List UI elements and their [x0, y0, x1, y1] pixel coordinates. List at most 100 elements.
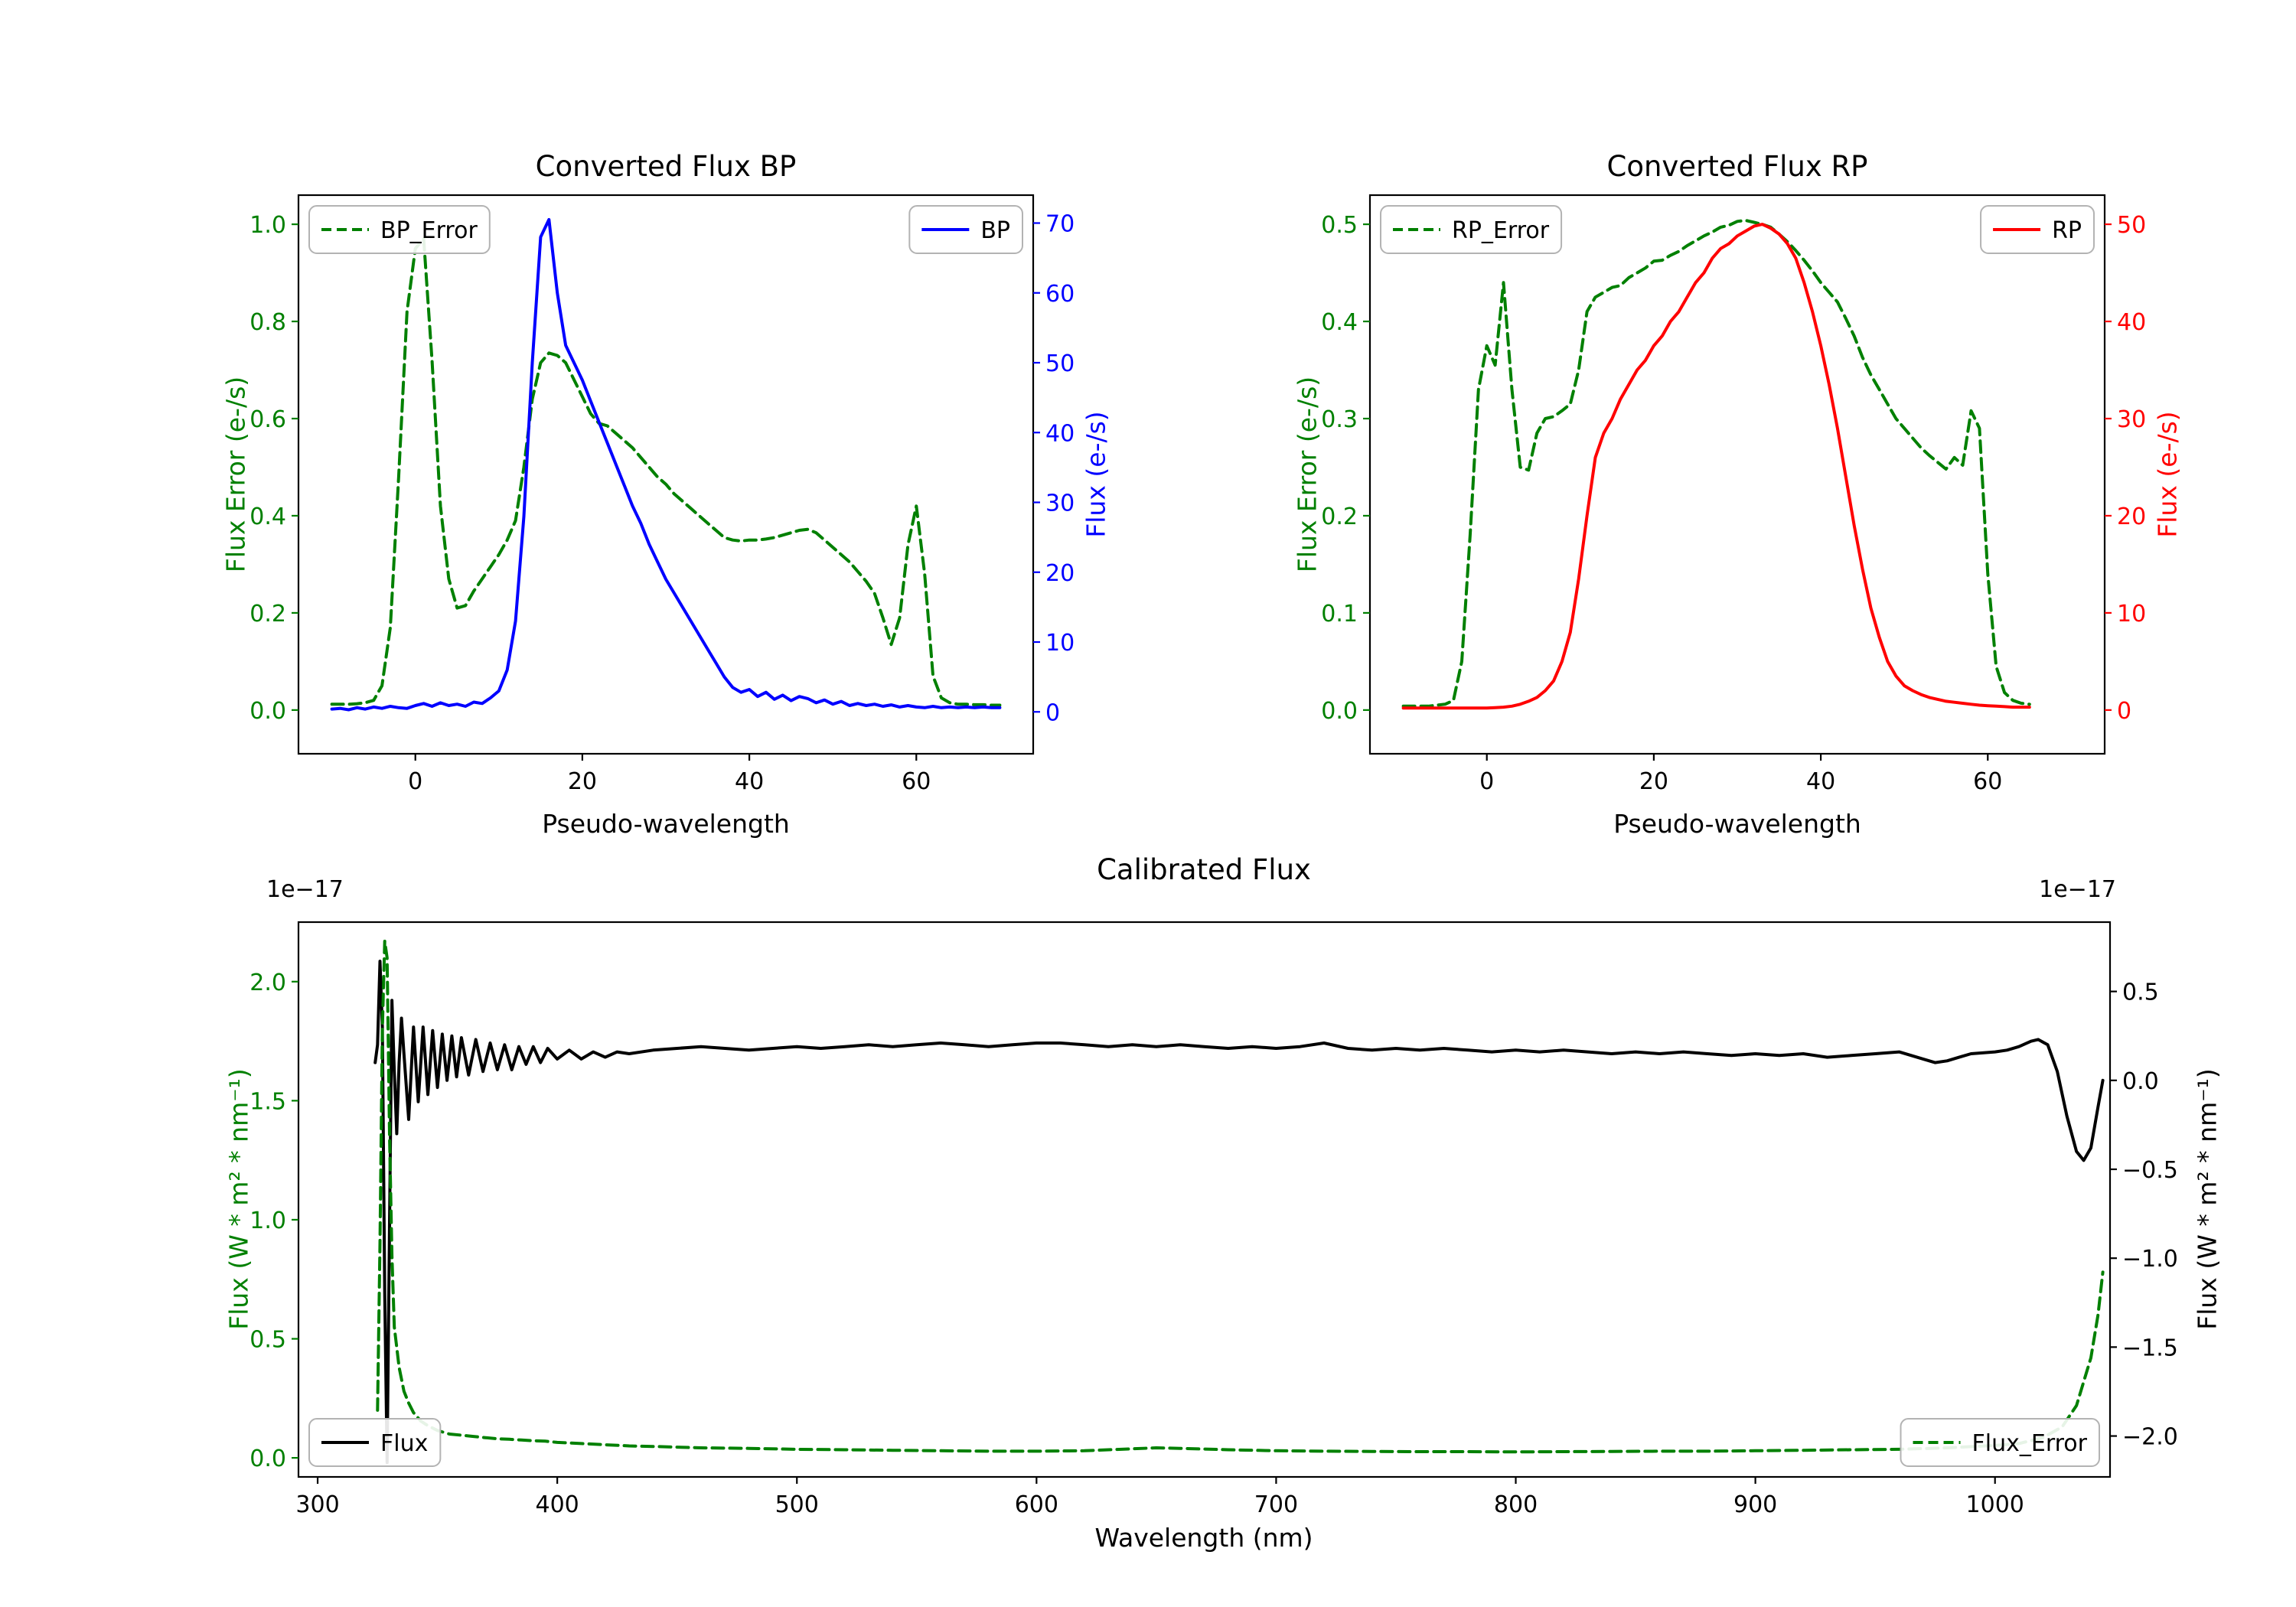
chart-bp: 0 20 40 60 0.0 0.2 0.4 0.6 0.8 1.0 0 10 20 30 40 50 60 70…	[249, 194, 1075, 795]
right-y-tick-label: 30	[2117, 406, 2146, 433]
x-tick-label: 0	[1479, 768, 1494, 795]
series-line-Flux_Error	[376, 939, 2105, 1454]
bp-right-yaxis-label: Flux (e-/s)	[1081, 411, 1111, 538]
right-y-tick-label: 10	[2117, 601, 2146, 627]
series-line-BP	[330, 217, 1002, 712]
left-y-tick-label: 0.6	[249, 406, 286, 433]
right-y-tick-label: 20	[2117, 504, 2146, 530]
x-tick-label: 400	[536, 1491, 579, 1518]
right-y-tick-label: −2.0	[2122, 1424, 2178, 1451]
legend-label-Flux: Flux	[380, 1430, 428, 1457]
right-y-tick-label: 0.0	[2122, 1068, 2159, 1095]
right-y-tick-label: 20	[1045, 560, 1075, 587]
x-tick-label: 60	[1973, 768, 2002, 795]
left-y-tick-label: 0.0	[1321, 698, 1358, 725]
left-y-tick-label: 0.4	[249, 504, 286, 530]
legend-BP: BP	[908, 205, 1023, 254]
axes-frame-rp	[1368, 194, 2106, 755]
cal-right-offset-text: 1e−17	[2039, 876, 2116, 903]
left-y-tick-label: 0.0	[249, 698, 286, 725]
left-y-tick-label: 1.0	[249, 1208, 286, 1234]
legend-label-Flux_Error: Flux_Error	[1972, 1430, 2088, 1457]
x-tick-label: 20	[568, 768, 597, 795]
right-y-tick-label: 10	[1045, 630, 1075, 657]
x-tick-label: 20	[1639, 768, 1668, 795]
series-line-BP_Error	[330, 237, 1002, 707]
legend-RP: RP	[1980, 205, 2095, 254]
x-tick-label: 800	[1494, 1491, 1538, 1518]
rp-xaxis-label: Pseudo-wavelength	[1613, 809, 1861, 839]
left-y-tick-label: 1.0	[249, 212, 286, 239]
chart-cal: 300 400 500 600 700 800 900 1000 0.0 0.5 1.0 1.5 2.0…	[249, 921, 2178, 1518]
legend-box	[308, 1418, 442, 1467]
left-y-tick-label: 1.5	[249, 1088, 286, 1115]
chart-rp: 0 20 40 60 0.0 0.1 0.2 0.3 0.4 0.5 0 10 20 30 40 50 RP_E…	[1321, 194, 2146, 795]
cal-chart-title: Calibrated Flux	[1097, 853, 1311, 886]
right-y-tick-label: 40	[1045, 420, 1075, 447]
left-y-tick-label: 0.5	[249, 1327, 286, 1354]
legend-BP_Error: BP_Error	[308, 205, 491, 254]
axes-frame-bp	[297, 194, 1035, 755]
cal-left-offset-text: 1e−17	[266, 876, 344, 903]
rp-chart-title: Converted Flux RP	[1606, 150, 1868, 183]
x-tick-label: 60	[902, 768, 931, 795]
right-y-tick-label: −1.5	[2122, 1335, 2178, 1361]
left-y-tick-label: 0.5	[1321, 212, 1358, 239]
x-tick-label: 300	[295, 1491, 339, 1518]
legend-box	[308, 205, 491, 254]
axes-frame-cal	[297, 921, 2112, 1478]
left-y-tick-label: 0.2	[249, 601, 286, 627]
left-y-tick-label: 0.0	[249, 1446, 286, 1472]
right-y-tick-label: 0.5	[2122, 980, 2159, 1006]
series-group-rp	[1401, 219, 2031, 710]
right-y-tick-label: 40	[2117, 309, 2146, 336]
x-tick-label: 40	[1806, 768, 1835, 795]
x-tick-label: 600	[1015, 1491, 1058, 1518]
legend-label-BP: BP	[980, 217, 1010, 244]
x-tick-label: 1000	[1966, 1491, 2024, 1518]
x-tick-label: 0	[408, 768, 422, 795]
left-y-tick-label: 0.1	[1321, 601, 1358, 627]
cal-xaxis-label: Wavelength (nm)	[1094, 1523, 1313, 1553]
left-y-tick-label: 0.3	[1321, 406, 1358, 433]
rp-left-yaxis-label: Flux Error (e-/s)	[1292, 376, 1322, 573]
right-y-tick-label: 50	[1045, 350, 1075, 377]
bp-left-yaxis-label: Flux Error (e-/s)	[220, 376, 251, 573]
series-group-cal	[373, 939, 2105, 1465]
legend-Flux_Error: Flux_Error	[1900, 1418, 2100, 1467]
series-line-RP_Error	[1401, 219, 2031, 708]
bp-chart-title: Converted Flux BP	[535, 150, 797, 183]
cal-right-yaxis-label: Flux (W * m² * nm⁻¹)	[2192, 1068, 2223, 1330]
left-y-tick-label: 2.0	[249, 970, 286, 996]
x-tick-label: 900	[1733, 1491, 1777, 1518]
rp-right-yaxis-label: Flux (e-/s)	[2152, 411, 2183, 538]
right-y-tick-label: 70	[1045, 211, 1075, 238]
series-group-bp	[330, 217, 1002, 712]
x-tick-label: 700	[1254, 1491, 1298, 1518]
legend-label-RP_Error: RP_Error	[1452, 217, 1550, 244]
x-tick-label: 500	[775, 1491, 819, 1518]
legend-label-BP_Error: BP_Error	[380, 217, 478, 244]
right-y-tick-label: −1.0	[2122, 1246, 2178, 1273]
left-y-tick-label: 0.8	[249, 309, 286, 336]
legend-box	[1900, 1418, 2100, 1467]
right-y-tick-label: −0.5	[2122, 1157, 2178, 1184]
right-y-tick-label: 30	[1045, 491, 1075, 517]
left-y-tick-label: 0.4	[1321, 309, 1358, 336]
right-y-tick-label: 50	[2117, 212, 2146, 239]
right-y-tick-label: 0	[1045, 699, 1060, 726]
series-line-Flux	[373, 960, 2105, 1465]
cal-left-yaxis-label: Flux (W * m² * nm⁻¹)	[223, 1068, 254, 1330]
bp-xaxis-label: Pseudo-wavelength	[542, 809, 790, 839]
legend-Flux: Flux	[308, 1418, 442, 1467]
left-y-tick-label: 0.2	[1321, 504, 1358, 530]
right-y-tick-label: 0	[2117, 698, 2131, 725]
right-y-tick-label: 60	[1045, 281, 1075, 308]
series-line-RP	[1401, 223, 2031, 710]
legend-RP_Error: RP_Error	[1380, 205, 1563, 254]
x-tick-label: 40	[735, 768, 764, 795]
legend-box	[1380, 205, 1563, 254]
legend-label-RP: RP	[2052, 217, 2082, 244]
